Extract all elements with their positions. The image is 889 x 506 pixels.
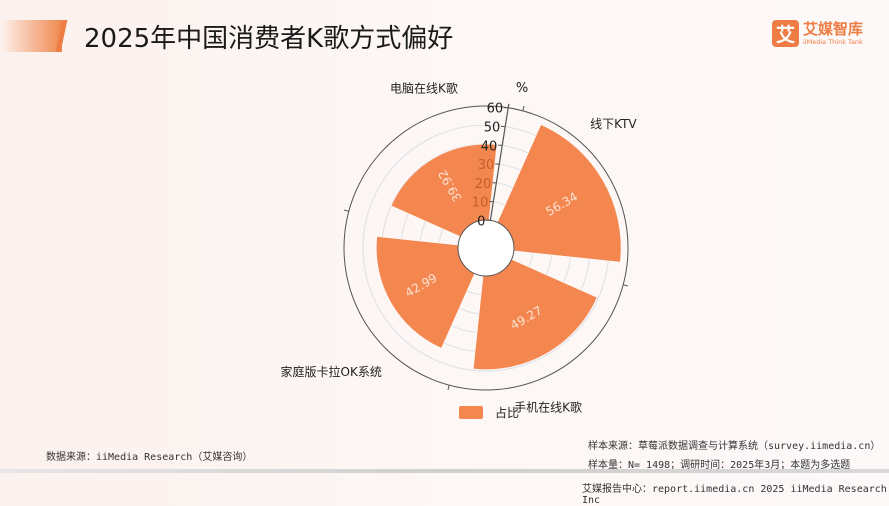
outer-circle <box>343 105 629 391</box>
legend: 占比 <box>459 404 519 421</box>
page-title: 2025年中国消费者K歌方式偏好 <box>84 24 454 54</box>
radial-tick-label: 10 <box>472 196 489 211</box>
category-label: 手机在线K歌 <box>514 400 582 415</box>
data-source: 数据来源：iiMedia Research（艾媒咨询） <box>46 452 253 463</box>
category-label: 电脑在线K歌 <box>390 80 458 95</box>
radial-axis <box>489 103 510 221</box>
sample-info: 样本量：N= 1498；调研时间：2025年3月；本题为多选题 <box>588 460 851 471</box>
radial-tick-label: 0 <box>477 214 485 229</box>
radial-tick-label: 40 <box>481 139 498 154</box>
outer-tick <box>447 385 450 391</box>
inner-hole <box>457 219 515 277</box>
sample-source: 样本来源：草莓派数据调查与计算系统（survey.iimedia.cn） <box>588 441 881 452</box>
radial-tick-label: 50 <box>484 121 501 136</box>
report-center: 艾媒报告中心：report.iimedia.cn 2025 iiMedia Re… <box>582 484 887 506</box>
radial-unit-label: % <box>516 81 528 96</box>
logo: 艾 艾媒智库 iiMedia Think Tank <box>772 20 863 47</box>
radial-tick-label: 20 <box>475 177 492 192</box>
outer-tick <box>522 105 525 111</box>
footer-divider <box>0 469 889 473</box>
legend-label: 占比 <box>495 406 520 420</box>
outer-tick <box>623 284 629 287</box>
title-accent-bar <box>0 20 62 52</box>
bar-0 <box>497 124 622 263</box>
legend-swatch <box>459 406 483 419</box>
radial-tick-label: 60 <box>487 102 504 117</box>
category-label: 家庭版卡拉OK系统 <box>281 364 382 379</box>
radial-tick-label: 30 <box>478 158 495 173</box>
category-label: 线下KTV <box>590 117 637 131</box>
outer-tick <box>343 209 349 212</box>
logo-tagline: iiMedia Think Tank <box>803 37 863 46</box>
logo-icon: 艾 <box>772 20 799 47</box>
logo-name: 艾媒智库 <box>803 19 864 38</box>
